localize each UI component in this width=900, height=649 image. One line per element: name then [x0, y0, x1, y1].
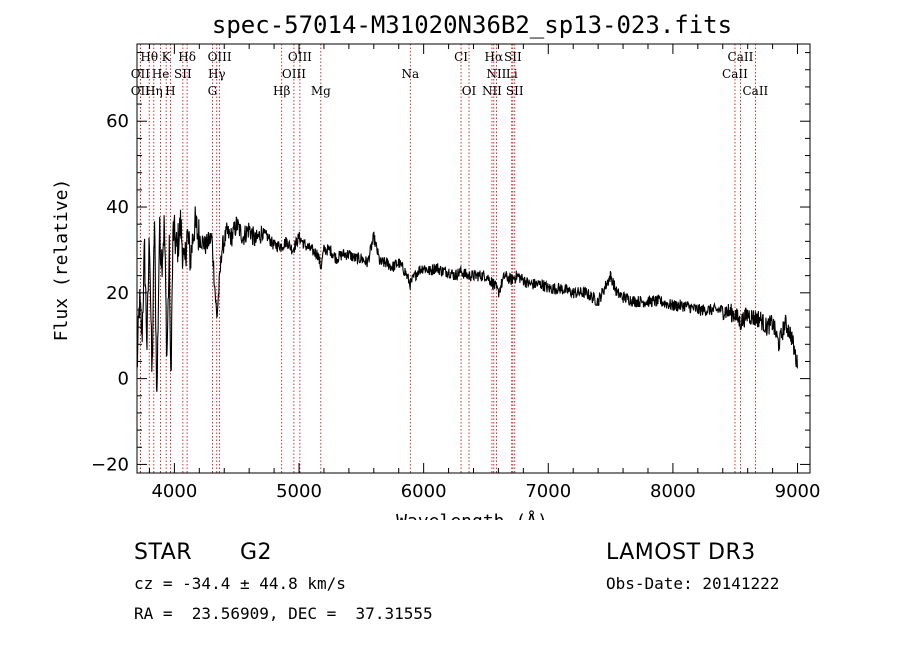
redshift-velocity: cz = -34.4 ± 44.8 km/s [134, 574, 346, 593]
y-tick-label: −20 [91, 454, 129, 475]
plot-frame [136, 43, 811, 474]
x-tick-label: 6000 [401, 481, 447, 502]
spectral-line-label: CaII [722, 67, 748, 81]
spectral-line-label: Mg [311, 84, 331, 98]
x-axis-label: Wavelength (Å) [396, 510, 548, 520]
spectrum-chart: spec-57014-M31020N36B2_sp13-023.fits Hθ K… [51, 11, 820, 520]
spectral-line-label: OII [131, 67, 151, 81]
y-tick-label: 20 [106, 283, 129, 304]
spectral-line-label: OIII [282, 67, 306, 81]
axis-ticks: 4000 5000 6000 7000 8000 9000 −20 0 20 40 60 [91, 44, 820, 502]
object-class: STAR [134, 540, 193, 565]
observation-date: Obs-Date: 20141222 [606, 574, 780, 593]
chart-title: spec-57014-M31020N36B2_sp13-023.fits [212, 11, 732, 39]
y-tick-label: 0 [118, 369, 129, 390]
coordinates: RA = 23.56909, DEC = 37.31555 [134, 604, 433, 623]
spectral-line-label: G [208, 84, 218, 98]
survey-name: LAMOST DR3 [606, 540, 756, 565]
spectral-line-label: Na [401, 67, 419, 81]
spectral-line-label: CI [454, 50, 468, 64]
spectral-line-label: Hθ [140, 50, 158, 64]
spectral-line-label: SII [174, 67, 192, 81]
x-tick-label: 7000 [525, 481, 571, 502]
spectral-line-label: NII [482, 84, 502, 98]
spectral-line-label: He [152, 67, 170, 81]
spectrum-line [136, 206, 798, 392]
y-tick-label: 40 [106, 197, 129, 218]
spectral-line-label: H [165, 84, 175, 98]
spectral-line-label: Hβ [273, 84, 290, 98]
x-tick-label: 8000 [650, 481, 696, 502]
spectral-line-label: SII [506, 84, 524, 98]
spectral-line-label: OIII [208, 50, 232, 64]
spectral-line-label: K [162, 50, 172, 64]
spectral-line-label: Hγ [208, 67, 226, 81]
object-subclass: G2 [240, 540, 273, 565]
x-tick-label: 9000 [775, 481, 821, 502]
y-tick-label: 60 [106, 111, 129, 132]
spectral-line-label: Li [506, 67, 518, 81]
spectral-line-label: CaII [728, 50, 754, 64]
spectral-line-label: OI [462, 84, 477, 98]
x-tick-label: 5000 [276, 481, 322, 502]
spectral-line-label: Hα [485, 50, 504, 64]
spectral-line-label: SII [504, 50, 522, 64]
spectral-line-label: OIII [288, 50, 312, 64]
spectral-line-label: Hη [145, 84, 163, 98]
x-tick-label: 4000 [151, 481, 197, 502]
spectral-line-label: Hδ [178, 50, 196, 64]
y-axis-label: Flux (relative) [51, 179, 72, 342]
spectral-line-label: NII [486, 67, 506, 81]
spectral-line-label: OII [131, 84, 151, 98]
spectral-line-label: CaII [742, 84, 768, 98]
